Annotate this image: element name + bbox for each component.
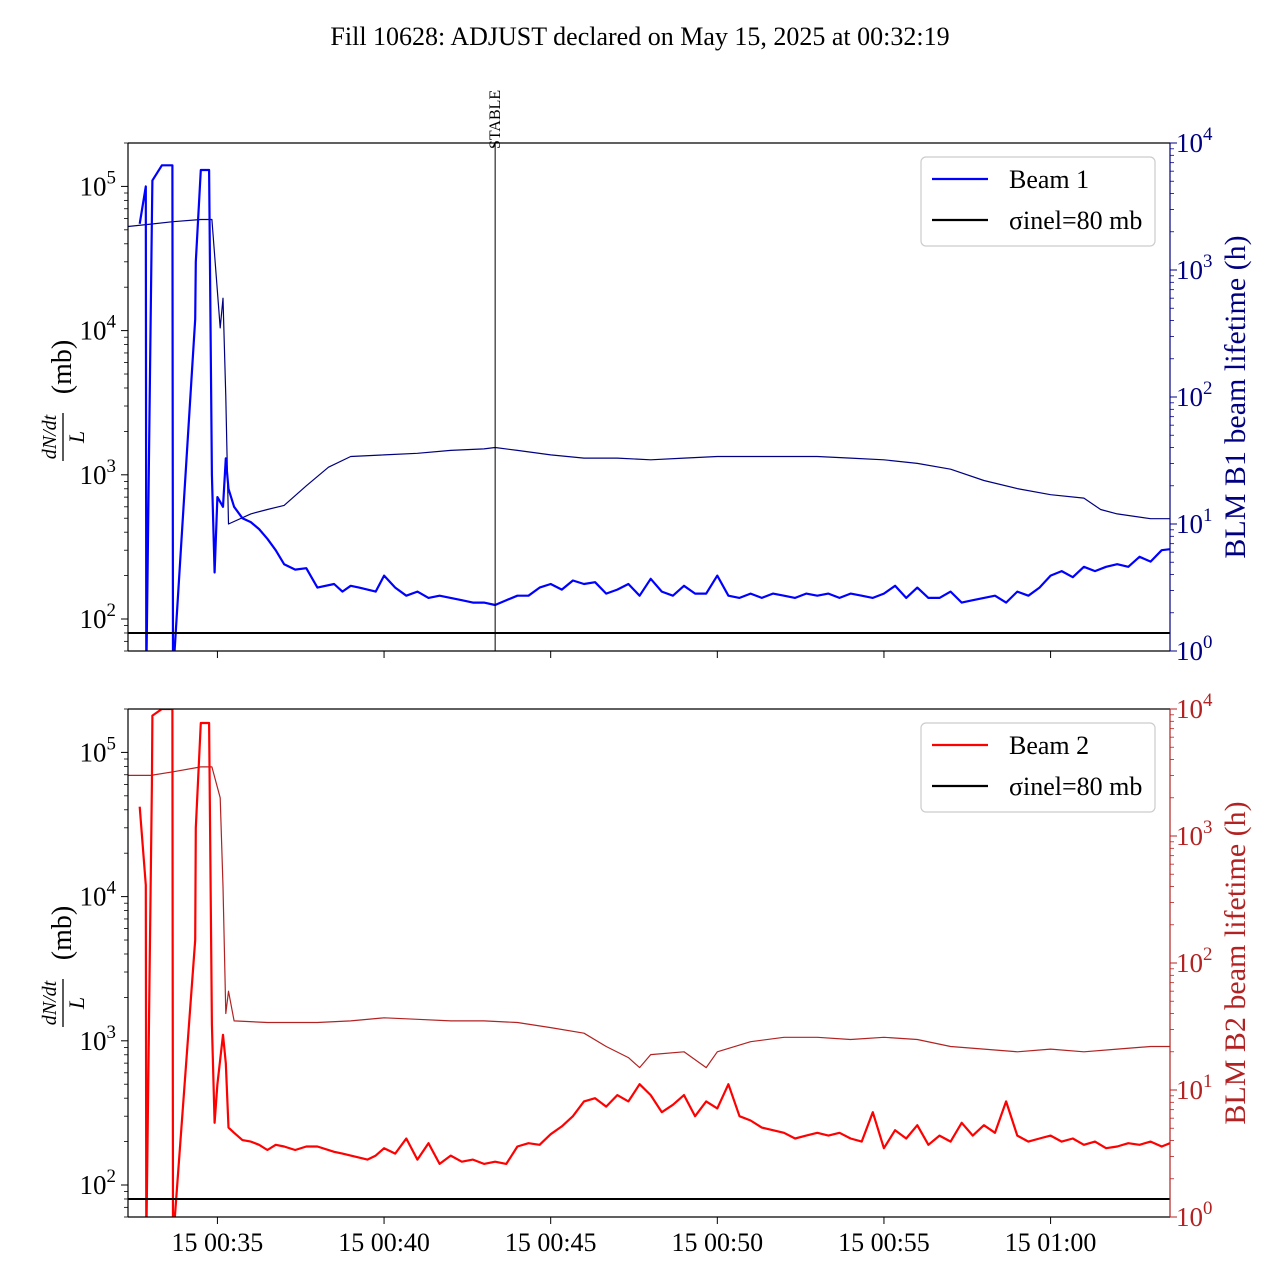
legend: Beam 2 σinel=80 mb (920, 722, 1156, 813)
legend-label: Beam 1 (1009, 165, 1089, 194)
y2-tick-label: 100 (1176, 632, 1212, 666)
y2-axis-label: BLM B2 beam lifetime (h) (1219, 801, 1252, 1124)
y-tick-label: 103 (80, 1022, 116, 1056)
x-tick-label: 15 00:40 (338, 1228, 430, 1257)
legend: Beam 1 σinel=80 mb (920, 156, 1156, 247)
y2-tick-label: 104 (1176, 690, 1213, 724)
y-axis-label-numerator: dN/dt (39, 980, 61, 1025)
y2-tick-label: 101 (1176, 505, 1212, 539)
y-axis-label-denominator: L (64, 997, 89, 1010)
y2-tick-label: 102 (1176, 378, 1212, 412)
series-line-top (138, 164, 1170, 651)
y-axis-label-denominator: L (64, 431, 89, 444)
series-line-bottom (138, 709, 1170, 1217)
x-tick-label: 15 00:50 (671, 1228, 763, 1257)
plot-area (128, 164, 1170, 651)
y-tick-label: 105 (80, 167, 116, 201)
y-tick-label: 104 (80, 312, 117, 346)
legend-label: σinel=80 mb (1009, 206, 1142, 235)
y2-tick-label: 101 (1176, 1071, 1212, 1105)
y-tick-label: 102 (80, 1166, 116, 1200)
x-tick-label: 15 01:00 (1005, 1228, 1097, 1257)
stable-marker-label: STABLE (487, 90, 504, 149)
y-axis-label: dN/dt L (mb) (39, 340, 89, 461)
x-tick-label: 15 00:45 (505, 1228, 597, 1257)
series-line-lifetime-bottom (128, 766, 1170, 1069)
y-tick-label: 102 (80, 600, 116, 634)
y2-axis-label: BLM B1 beam lifetime (h) (1219, 235, 1252, 558)
y-tick-label: 103 (80, 456, 116, 490)
figure-title: Fill 10628: ADJUST declared on May 15, 2… (330, 22, 949, 51)
y2-tick-label: 103 (1176, 817, 1212, 851)
legend-label: Beam 2 (1009, 731, 1089, 760)
y-tick-label: 104 (80, 878, 117, 912)
y-axis-label-unit: (mb) (47, 906, 78, 960)
y2-tick-label: 102 (1176, 944, 1212, 978)
y2-tick-label: 103 (1176, 251, 1212, 285)
x-tick-label: 15 00:55 (838, 1228, 930, 1257)
y-axis-label: dN/dt L (mb) (39, 906, 89, 1027)
y-axis-label-unit: (mb) (47, 340, 78, 394)
chart-panel-bottom: 102 103 104 105 100 101 102 103 104 15 00:35 15 00… (39, 690, 1252, 1257)
legend-label: σinel=80 mb (1009, 772, 1142, 801)
y-axis-label-numerator: dN/dt (39, 414, 61, 459)
y2-tick-label: 104 (1176, 124, 1213, 158)
plot-area (128, 709, 1170, 1217)
series-line-lifetime-top (128, 218, 1170, 525)
x-tick-label: 15 00:35 (172, 1228, 264, 1257)
chart-panel-top: 102 103 104 105 100 101 102 103 104 STABLE dN/dt L (… (39, 90, 1252, 666)
y2-tick-label: 100 (1176, 1198, 1212, 1232)
y-tick-label: 105 (80, 733, 116, 767)
